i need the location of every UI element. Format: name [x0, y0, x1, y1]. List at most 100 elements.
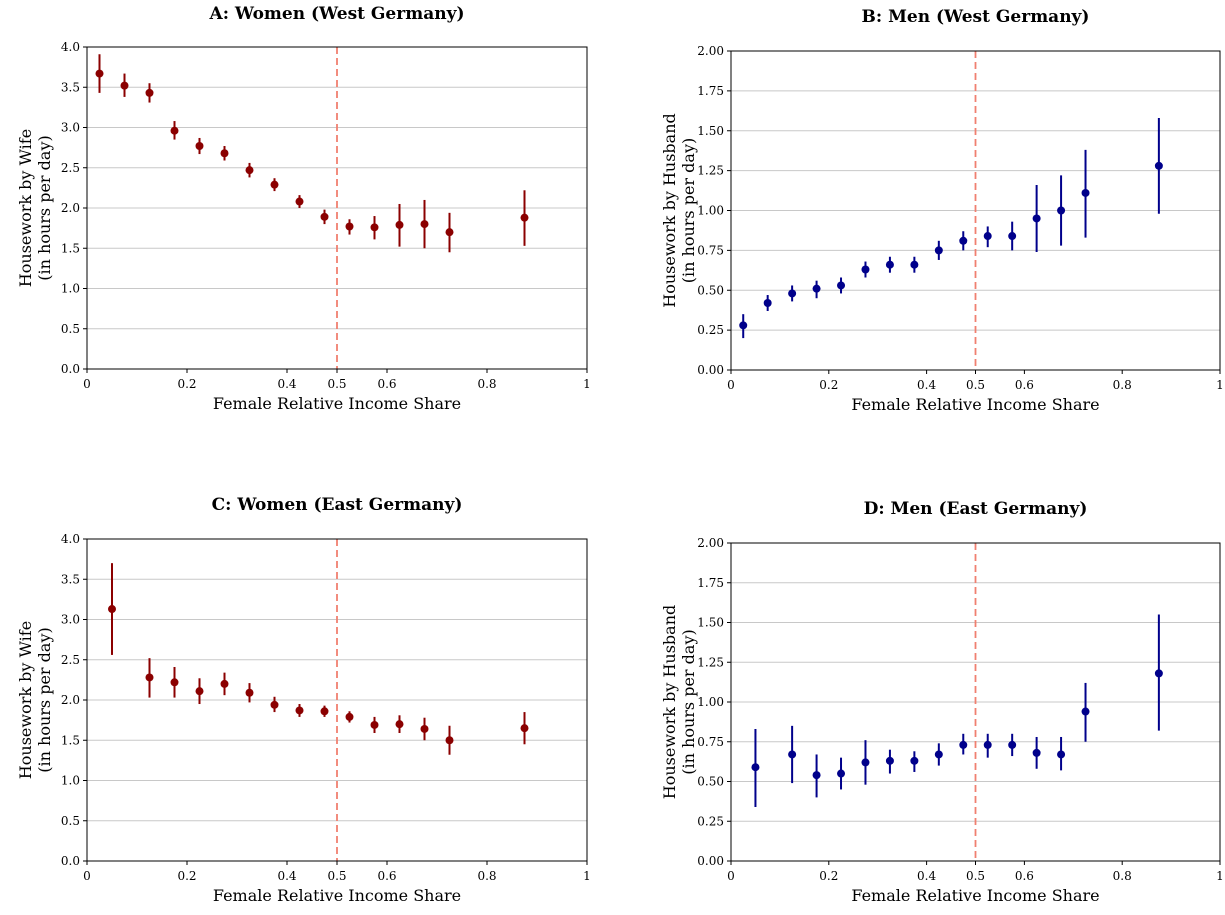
y-axis-label-line: Housework by Husband	[660, 605, 679, 800]
x-tick-label: 0.6	[377, 377, 396, 391]
data-point	[959, 740, 968, 749]
data-point	[420, 724, 429, 733]
data-point	[245, 688, 254, 697]
data-point	[95, 69, 104, 78]
data-point	[120, 81, 129, 90]
data-point	[220, 679, 229, 688]
chart-panel-c: 0.0 0.5 1.0 1.5 2.0 2.5 3.0 3.5 4.0 0 0.2 0.4 0.5 0.6…	[16, 495, 591, 905]
data-point	[320, 707, 329, 716]
chart-panel-b: 0.00 0.25 0.50 0.75 1.00 1.25 1.50 1.75 2.00 0 0.2…	[660, 7, 1224, 414]
chart-title: B: Men (West Germany)	[862, 7, 1090, 27]
data-point	[1008, 232, 1017, 241]
y-tick-label: 0.5	[61, 322, 80, 336]
y-tick-label: 1.0	[61, 282, 80, 296]
x-tick-label: 0.5	[966, 378, 985, 392]
x-tick-label: 0	[727, 378, 735, 392]
y-tick-label: 1.5	[61, 241, 80, 255]
y-tick-label: 0.0	[61, 362, 80, 376]
x-tick-label: 0	[83, 869, 91, 883]
data-point	[885, 260, 894, 269]
y-axis-label-line: (in hours per day)	[35, 135, 54, 280]
data-point	[739, 321, 748, 330]
x-tick-label: 0.2	[819, 869, 838, 883]
x-tick-label: 0.6	[377, 869, 396, 883]
data-point	[959, 236, 968, 245]
data-point	[788, 750, 797, 759]
x-tick-label: 0.8	[477, 377, 496, 391]
x-tick-label: 0.4	[277, 869, 296, 883]
data-point	[983, 740, 992, 749]
y-tick-label: 1.25	[697, 655, 724, 669]
x-tick-label: 0.6	[1015, 378, 1034, 392]
y-tick-label: 2.5	[61, 161, 80, 175]
y-tick-label: 0.50	[697, 775, 724, 789]
x-tick-label: 0.5	[327, 377, 346, 391]
y-tick-label: 3.5	[61, 80, 80, 94]
x-axis-label: Female Relative Income Share	[213, 886, 461, 905]
x-tick-label: 0.4	[277, 377, 296, 391]
data-point	[295, 706, 304, 715]
data-point	[751, 763, 760, 772]
chart-panel-a: 0.0 0.5 1.0 1.5 2.0 2.5 3.0 3.5 4.0 0 0.2 0.4 0.5 0.6…	[16, 4, 591, 413]
y-tick-label: 2.00	[697, 44, 724, 58]
data-point	[934, 246, 943, 255]
x-tick-label: 0.2	[177, 869, 196, 883]
y-tick-label: 0.25	[697, 323, 724, 337]
data-point	[837, 769, 846, 778]
x-tick-label: 0.4	[917, 378, 936, 392]
data-point	[861, 265, 870, 274]
y-tick-label: 0.75	[697, 243, 724, 257]
x-tick-label: 0	[727, 869, 735, 883]
y-tick-label: 1.75	[697, 576, 724, 590]
data-point	[910, 756, 919, 765]
data-point	[983, 232, 992, 241]
y-tick-label: 1.00	[697, 695, 724, 709]
data-point	[1081, 188, 1090, 197]
y-tick-label: 4.0	[61, 532, 80, 546]
data-point	[145, 673, 154, 682]
data-point	[1032, 748, 1041, 757]
y-tick-label: 3.0	[61, 121, 80, 135]
y-tick-label: 2.0	[61, 201, 80, 215]
data-point	[320, 212, 329, 221]
y-axis-label-line: Housework by Husband	[660, 113, 679, 308]
y-tick-label: 0.00	[697, 854, 724, 868]
chart-title: C: Women (East Germany)	[212, 495, 463, 515]
x-tick-label: 0.2	[819, 378, 838, 392]
y-axis-label-line: (in hours per day)	[35, 627, 54, 772]
y-tick-label: 0.5	[61, 814, 80, 828]
data-point	[370, 223, 379, 232]
x-tick-label: 0.8	[1113, 869, 1132, 883]
data-point	[145, 88, 154, 97]
y-tick-label: 2.0	[61, 693, 80, 707]
x-axis-label: Female Relative Income Share	[851, 886, 1099, 905]
chart-panel-d: 0.00 0.25 0.50 0.75 1.00 1.25 1.50 1.75 2.00 0 0.2…	[660, 499, 1224, 905]
y-tick-label: 3.5	[61, 572, 80, 586]
x-tick-label: 0.8	[477, 869, 496, 883]
y-tick-label: 2.00	[697, 536, 724, 550]
data-point	[1032, 214, 1041, 223]
data-point	[861, 758, 870, 767]
data-point	[1154, 161, 1163, 170]
x-axis-label: Female Relative Income Share	[851, 395, 1099, 414]
data-point	[763, 299, 772, 308]
x-tick-label: 1	[583, 377, 591, 391]
data-point	[370, 720, 379, 729]
data-point	[295, 197, 304, 206]
y-tick-label: 1.5	[61, 733, 80, 747]
data-point	[1057, 750, 1066, 759]
x-tick-label: 0.2	[177, 377, 196, 391]
y-axis-label: Housework by Husband(in hours per day)	[660, 113, 698, 308]
data-point	[270, 180, 279, 189]
x-tick-label: 0.8	[1113, 378, 1132, 392]
x-axis-label: Female Relative Income Share	[213, 394, 461, 413]
data-point	[195, 142, 204, 151]
y-tick-label: 1.00	[697, 204, 724, 218]
data-point	[445, 736, 454, 745]
x-tick-label: 0.5	[966, 869, 985, 883]
y-tick-label: 0.0	[61, 854, 80, 868]
y-axis-label-line: (in hours per day)	[679, 138, 698, 283]
data-point	[195, 687, 204, 696]
data-point	[245, 166, 254, 175]
